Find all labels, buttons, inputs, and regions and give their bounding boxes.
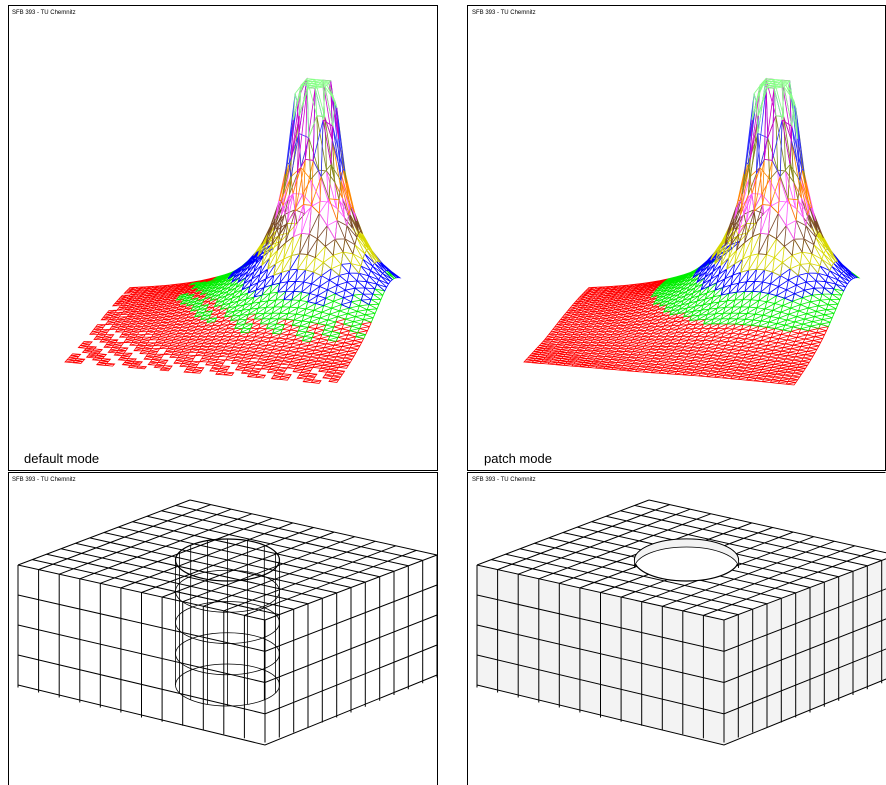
credit: SFB 393 - TU Chemnitz <box>12 10 76 16</box>
credit: SFB 393 - TU Chemnitz <box>472 477 536 483</box>
panel-frame <box>9 473 438 785</box>
caption: default mode <box>24 451 99 466</box>
credit: SFB 393 - TU Chemnitz <box>472 10 536 16</box>
side-face <box>724 555 886 745</box>
panel-frame <box>9 6 438 471</box>
mesh-wireframe <box>711 210 838 276</box>
hole-wall <box>176 539 280 706</box>
caption: patch mode <box>484 451 552 466</box>
mesh-wireframe <box>750 79 792 165</box>
mesh-wireframe <box>524 279 828 385</box>
mesh-wireframe <box>693 236 857 302</box>
credit: SFB 393 - TU Chemnitz <box>12 477 76 483</box>
meshes <box>18 79 886 745</box>
figure: SFB 393 - TU Chemnitz SFB 393 - TU Chemn… <box>0 0 886 785</box>
